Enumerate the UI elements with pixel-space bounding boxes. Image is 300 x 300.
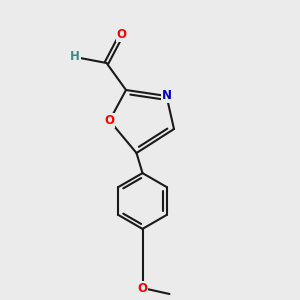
Text: O: O [104,114,115,127]
Text: N: N [161,89,172,103]
Text: O: O [137,281,148,295]
Text: H: H [70,50,80,64]
Text: O: O [116,28,127,41]
